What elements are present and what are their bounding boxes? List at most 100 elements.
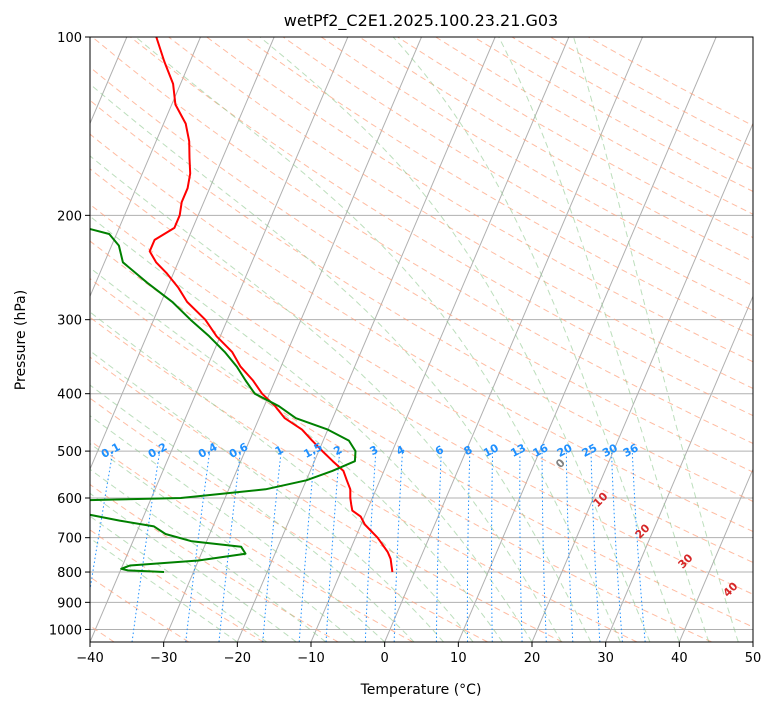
moist-adiabats (90, 37, 739, 642)
moist-adiabat-line (90, 442, 356, 642)
dry-adiabat-line (90, 203, 753, 595)
y-tick-label: 500 (57, 445, 82, 460)
mixing-ratio-label: 25 (580, 441, 600, 460)
mixing-ratio-label: 4 (394, 443, 407, 458)
moist-adiabat-line (573, 37, 739, 642)
moist-adiabat-line (90, 415, 386, 642)
dry-adiabat-line (282, 37, 753, 312)
dry-adiabat-line (90, 440, 414, 642)
mixing-ratio-line (218, 451, 241, 642)
moist-adiabat-line (90, 267, 503, 642)
x-tick-label: 10 (450, 651, 467, 666)
moist-adiabat-label: 40 (721, 579, 741, 599)
y-tick-label: 800 (57, 566, 82, 581)
dry-adiabat-line (549, 37, 753, 148)
mixing-ratio-lines (90, 451, 646, 642)
dry-adiabat-line (90, 168, 753, 563)
mixing-ratio-label: 30 (600, 441, 620, 460)
mixing-ratio-label: 0.6 (227, 440, 251, 461)
x-tick-label: −20 (224, 651, 251, 666)
mixing-ratio-line (364, 451, 377, 642)
temperature-profile-line (148, 37, 394, 573)
x-tick-label: 40 (671, 651, 688, 666)
x-tick-label: −10 (297, 651, 324, 666)
moist-adiabat-line (392, 37, 680, 642)
dry-adiabat-line (90, 278, 712, 642)
moist-adiabat-line (90, 155, 562, 642)
y-tick-label: 600 (57, 492, 82, 507)
mixing-ratio-label: 1.5 (301, 440, 324, 461)
dry-adiabat-line (168, 37, 753, 389)
mixing-ratio-line (565, 451, 574, 642)
mixing-ratio-label: 16 (531, 441, 551, 460)
y-tick-label: 400 (57, 388, 82, 403)
mixing-ratio-label: 0.2 (146, 440, 169, 461)
axes: −40 −30 −20 −10 0 10 20 30 40 5010020030040050060… (49, 31, 761, 666)
mixing-ratio-label: 0.4 (196, 440, 220, 461)
isotherm-line (236, 37, 496, 642)
mixing-ratio-line (590, 451, 601, 642)
x-tick-label: 0 (381, 651, 389, 666)
mixing-ratio-label: 36 (621, 441, 641, 460)
y-tick-label: 900 (57, 596, 82, 611)
y-tick-label: 300 (57, 314, 82, 329)
dry-adiabat-line (90, 316, 638, 642)
mixing-ratio-line (435, 451, 442, 642)
mixing-ratio-label: 10 (481, 441, 501, 460)
dry-adiabat-line (90, 240, 753, 628)
mixing-ratio-line (131, 451, 161, 642)
plot-area: 0.1 0.2 0.4 0.6 1 1.5 2 3 4 6 8 10 13 16 20 25 30 3601020… (90, 37, 753, 642)
x-tick-label: −30 (150, 651, 177, 666)
chart-title: wetPf2_C2E1.2025.100.23.21.G03 (284, 11, 558, 31)
moist-adiabat-line (90, 468, 327, 642)
dry-adiabat-line (90, 483, 339, 642)
dry-adiabat-line (90, 133, 753, 533)
moist-adiabat-line (90, 515, 268, 642)
dry-adiabat-line (91, 37, 753, 445)
moist-adiabat-line (90, 215, 533, 642)
isotherm-line (384, 37, 643, 642)
mixing-ratio-line (491, 451, 494, 642)
isotherm-line (605, 295, 753, 642)
mixing-ratio-label: 20 (555, 441, 575, 460)
isotherm-line (531, 122, 753, 642)
dry-adiabat-line (130, 37, 753, 417)
moist-adiabat-line (135, 37, 621, 642)
moist-adiabat-line (498, 37, 710, 642)
isotherm-line (678, 467, 753, 642)
dewpoint-profile-line (90, 227, 357, 573)
mixing-ratio-line (90, 451, 114, 593)
isotherm-line (90, 37, 275, 471)
sounding-profiles (90, 37, 394, 573)
plot-frame (89, 36, 754, 643)
mixing-ratio-line (466, 451, 471, 642)
isotherm-line (752, 640, 753, 642)
moist-adiabat-line (90, 492, 297, 642)
y-tick-label: 200 (57, 209, 82, 224)
mixing-ratio-line (185, 451, 211, 642)
y-tick-label: 100 (57, 31, 82, 46)
mixing-ratio-label: 0.1 (99, 440, 122, 461)
y-axis-title: Pressure (hPa) (13, 290, 29, 390)
isotherm-line (90, 37, 201, 298)
mixing-ratio-line (262, 451, 282, 642)
dry-adiabat-line (435, 37, 753, 215)
moist-adiabat-label: 30 (676, 551, 696, 571)
moist-adiabat-line (90, 537, 238, 642)
mixing-ratio-line (298, 451, 316, 642)
dry-adiabat-line (206, 37, 753, 363)
dry-adiabat-line (588, 37, 753, 127)
dry-adiabat-line (511, 37, 753, 170)
x-axis-title: Temperature (°C) (360, 682, 482, 698)
mixing-ratio-line (519, 451, 523, 642)
moist-adiabat-line (90, 350, 444, 642)
y-tick-label: 1000 (49, 623, 82, 638)
moist-adiabat-line (90, 384, 415, 642)
dry-adiabat-line (244, 37, 753, 337)
moist-adiabat-line (90, 311, 474, 642)
mixing-ratio-label: 13 (508, 441, 528, 460)
moist-adiabat-line (259, 37, 651, 642)
x-tick-label: −40 (76, 651, 103, 666)
isotherm-line (163, 37, 422, 642)
